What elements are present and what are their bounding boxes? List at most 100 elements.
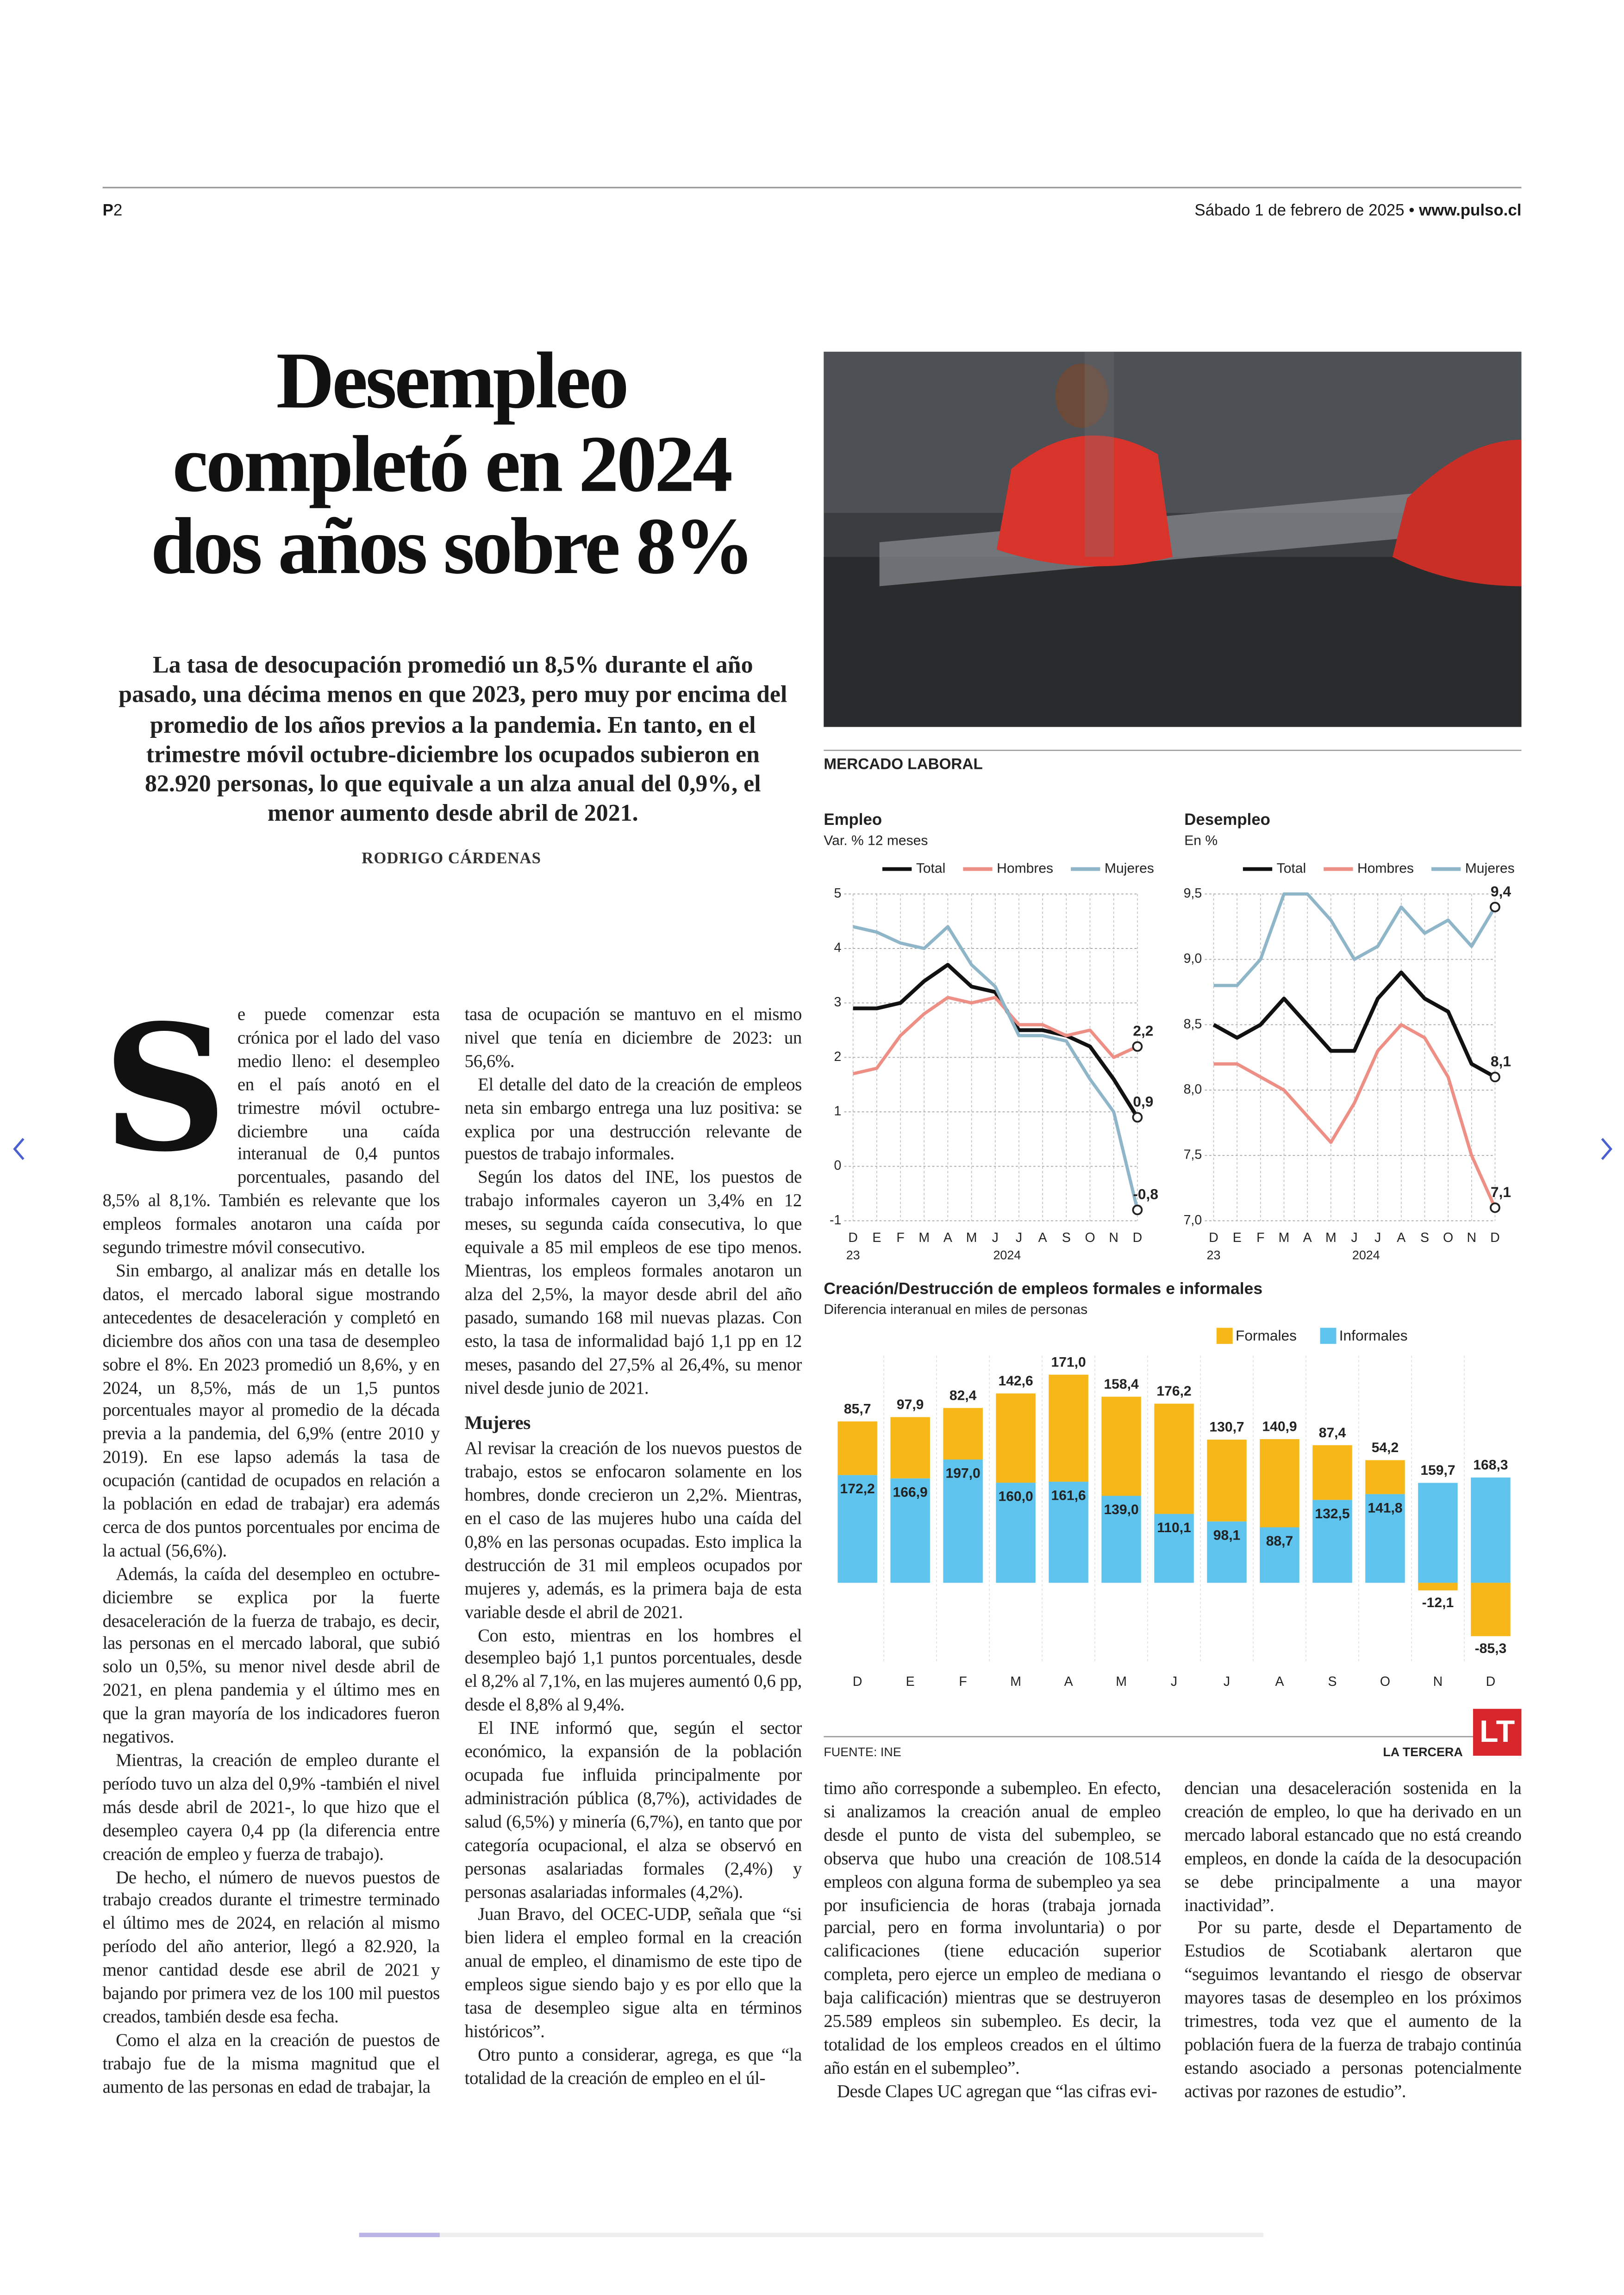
year-label: 23 xyxy=(1207,1248,1221,1262)
prev-page-arrow[interactable] xyxy=(13,1138,25,1160)
legend-label: Hombres xyxy=(997,861,1053,876)
x-tick-label: O xyxy=(1380,1674,1390,1689)
y-tick-label: 7,0 xyxy=(1184,1213,1202,1228)
drop-cap: S xyxy=(102,986,228,1190)
value-label: 166,9 xyxy=(893,1484,928,1500)
chart-title: Desempleo xyxy=(1184,811,1270,829)
x-tick-label: J xyxy=(1224,1674,1230,1689)
bar xyxy=(890,1417,930,1478)
line xyxy=(1213,1023,1497,1209)
y-tick-label: 3 xyxy=(834,995,841,1010)
end-marker xyxy=(1132,1041,1143,1052)
year-label: 2024 xyxy=(1352,1248,1380,1262)
x-tick-label: A xyxy=(943,1230,952,1245)
y-tick-label: 1 xyxy=(834,1104,841,1119)
line xyxy=(1213,892,1497,987)
paragraph: El INE informó que, según el sector econ… xyxy=(464,1718,802,1902)
headline-line: completó en 2024 xyxy=(172,418,733,508)
legend-label: Mujeres xyxy=(1105,861,1154,876)
paragraph: Además, la caída del desempleo en octubr… xyxy=(102,1563,440,1747)
value-label: 2,2 xyxy=(1133,1023,1153,1039)
y-tick-label: 2 xyxy=(834,1049,841,1064)
value-label: 171,0 xyxy=(1051,1354,1086,1370)
end-marker xyxy=(1490,1202,1500,1213)
y-tick-label: 9,5 xyxy=(1184,886,1202,901)
x-tick-label: E xyxy=(1233,1230,1242,1245)
paragraph: dencian una desaceleración sostenida en … xyxy=(1184,1777,1522,1915)
legend-label: Total xyxy=(1277,861,1306,876)
x-tick-label: J xyxy=(1016,1230,1022,1245)
legend-label: Informales xyxy=(1339,1327,1408,1344)
value-label: 141,8 xyxy=(1368,1500,1402,1515)
paragraph: Sin embargo, al analizar más en detalle … xyxy=(102,1260,440,1561)
bar xyxy=(1418,1583,1458,1590)
y-tick-label: 4 xyxy=(834,941,841,955)
line xyxy=(1212,970,1496,1079)
value-label: 139,0 xyxy=(1104,1502,1138,1517)
paragraph: Desde Clapes UC agregan que “las cifras … xyxy=(837,2081,1157,2102)
x-tick-label: D xyxy=(848,1230,858,1245)
legend-swatch xyxy=(1320,1328,1337,1344)
x-tick-label: D xyxy=(1486,1674,1496,1689)
bar xyxy=(1260,1439,1299,1528)
value-label: 7,1 xyxy=(1491,1184,1511,1200)
x-tick-label: J xyxy=(992,1230,999,1245)
bar xyxy=(837,1421,877,1475)
bar xyxy=(996,1393,1036,1483)
bar xyxy=(943,1408,983,1460)
x-tick-label: A xyxy=(1303,1230,1312,1245)
date: Sábado 1 de febrero de 2025 xyxy=(1194,202,1405,220)
page: 2 xyxy=(113,202,123,220)
next-page-arrow[interactable] xyxy=(1601,1138,1612,1160)
paragraph: Otro punto a considerar, agrega, es que … xyxy=(464,2044,802,2088)
bar xyxy=(1049,1481,1088,1583)
y-tick-label: 8,5 xyxy=(1184,1017,1202,1031)
x-tick-label: E xyxy=(872,1230,881,1245)
source: FUENTE: INE xyxy=(824,1745,901,1759)
headline-line: Desempleo xyxy=(276,336,629,425)
bar xyxy=(1471,1477,1511,1583)
x-tick-label: M xyxy=(1010,1674,1021,1689)
paragraph: Como el alza en la creación de puestos d… xyxy=(102,2029,440,2097)
x-tick-label: O xyxy=(1085,1230,1095,1245)
bar xyxy=(1418,1483,1458,1583)
value-label: 140,9 xyxy=(1262,1419,1297,1434)
column: tasa de ocupación se mantuvo en el mismo… xyxy=(465,1004,802,2091)
value-label: 142,6 xyxy=(998,1373,1033,1389)
value-label: 159,7 xyxy=(1420,1463,1455,1478)
photo-machine xyxy=(824,557,1522,727)
y-tick-label: 5 xyxy=(834,886,841,901)
value-label: 176,2 xyxy=(1156,1384,1191,1399)
chart-subtitle: Diferencia interanual en miles de person… xyxy=(824,1302,1087,1317)
bar xyxy=(1312,1500,1352,1583)
bar xyxy=(1207,1521,1247,1583)
bar xyxy=(1101,1496,1141,1583)
end-marker xyxy=(1490,1072,1500,1083)
x-tick-label: D xyxy=(1490,1230,1500,1245)
photo-shelves xyxy=(824,351,1522,513)
end-marker xyxy=(1490,902,1500,912)
photo xyxy=(824,351,1522,727)
x-tick-label: N xyxy=(1467,1230,1476,1245)
value-label: 158,4 xyxy=(1104,1377,1139,1392)
headline: Desempleo completó en 2024 dos años sobr… xyxy=(88,336,815,589)
value-label: 54,2 xyxy=(1372,1440,1399,1455)
paragraph: Juan Bravo, del OCEC-UDP, señala que “si… xyxy=(464,1904,802,2042)
x-tick-label: D xyxy=(1133,1230,1143,1245)
y-tick-label: 0 xyxy=(834,1158,841,1173)
legend-label: Total xyxy=(916,861,946,876)
x-tick-label: M xyxy=(1116,1674,1127,1689)
x-tick-label: D xyxy=(1209,1230,1218,1245)
lead: La tasa de desocupación promedió un 8,5%… xyxy=(119,650,787,828)
chart-title: Empleo xyxy=(824,811,882,829)
value-label: -0,8 xyxy=(1133,1186,1158,1203)
x-tick-label: M xyxy=(966,1230,977,1245)
value-label: 160,0 xyxy=(998,1489,1033,1504)
x-tick-label: N xyxy=(1109,1230,1118,1245)
page-number: P2 xyxy=(103,202,123,220)
end-marker xyxy=(1132,1112,1143,1123)
logo: LT xyxy=(1480,1715,1515,1749)
